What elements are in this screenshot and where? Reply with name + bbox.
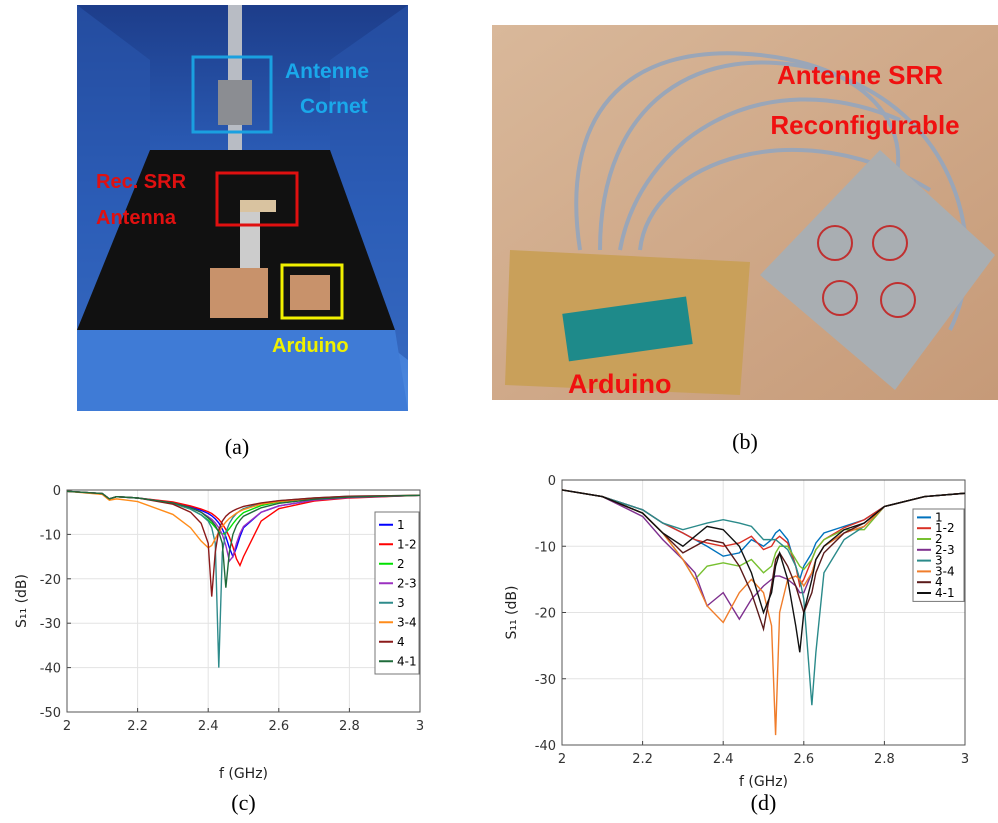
x-tick-label: 2.8 <box>874 752 895 767</box>
ring <box>817 225 853 261</box>
y-tick-label: -30 <box>40 617 61 632</box>
arduino <box>562 296 693 362</box>
photo-label: Antenne SRR <box>777 60 943 90</box>
cables <box>574 51 969 331</box>
series-line <box>561 489 966 706</box>
box-arduino <box>280 263 344 320</box>
absorbers <box>77 330 408 411</box>
series-line <box>561 489 966 632</box>
legend-label: 1 <box>935 510 943 524</box>
y-axis-label: S₁₁ (dB) <box>14 574 30 628</box>
support <box>240 212 260 282</box>
y-tick-label: -10 <box>40 528 61 543</box>
caption: (c) <box>231 790 255 815</box>
ring <box>822 280 858 316</box>
legend-label: 4 <box>935 575 943 589</box>
axes-frame <box>66 489 421 713</box>
x-tick-label: 2.2 <box>127 719 148 734</box>
legend-label: 2-3 <box>397 576 417 590</box>
photo-label: Antenne <box>285 60 369 83</box>
legend-label: 3-4 <box>935 564 955 578</box>
y-tick-label: 0 <box>548 474 556 489</box>
x-tick-label: 2.8 <box>339 719 360 734</box>
y-tick-label: -30 <box>535 673 556 688</box>
x-tick-label: 2.6 <box>793 752 814 767</box>
axes-frame <box>561 479 966 746</box>
legend-label: 1-2 <box>935 521 955 535</box>
caption: (d) <box>751 790 777 815</box>
x-tick-label: 2 <box>558 752 566 767</box>
y-tick-label: 0 <box>53 484 61 499</box>
photo-label: Rec. SRR <box>96 171 187 193</box>
y-tick-label: -40 <box>40 662 61 677</box>
photo-label: Cornet <box>300 95 368 118</box>
antenna <box>240 200 276 212</box>
box-srr <box>215 171 299 227</box>
caption: (b) <box>732 429 758 454</box>
x-tick-label: 3 <box>961 752 969 767</box>
ring <box>880 282 916 318</box>
legend-label: 3 <box>935 554 943 568</box>
board <box>210 268 268 318</box>
legend-label: 1 <box>397 518 405 532</box>
legend-label: 4-1 <box>397 654 417 668</box>
x-tick-label: 3 <box>416 719 424 734</box>
y-tick-label: -50 <box>40 706 61 721</box>
x-tick-label: 2.4 <box>198 719 219 734</box>
legend-label: 4 <box>397 635 405 649</box>
x-axis-label: f (GHz) <box>739 774 788 790</box>
horn <box>218 80 252 125</box>
y-tick-label: -20 <box>40 573 61 588</box>
x-tick-label: 2.6 <box>268 719 289 734</box>
plot-area <box>67 490 420 712</box>
plate <box>760 150 995 390</box>
y-tick-label: -40 <box>535 739 556 754</box>
legend-label: 3 <box>397 596 405 610</box>
photo-label: Arduino <box>568 369 671 399</box>
photo-b: Antenne SRR Reconfigurable Arduino <box>492 25 998 400</box>
caption: (a) <box>225 434 249 459</box>
legend-label: 3-4 <box>397 615 417 629</box>
ring <box>872 225 908 261</box>
box-horn <box>191 55 273 134</box>
x-tick-label: 2.4 <box>713 752 734 767</box>
y-axis-label: S₁₁ (dB) <box>504 586 520 640</box>
series-line <box>66 490 421 549</box>
x-tick-label: 2 <box>63 719 71 734</box>
y-tick-label: -20 <box>535 607 556 622</box>
arduino <box>290 275 330 310</box>
series-line <box>561 489 966 588</box>
x-tick-label: 2.2 <box>632 752 653 767</box>
series-line <box>561 489 966 736</box>
x-axis-label: f (GHz) <box>219 766 268 782</box>
photo-a: Antenne Cornet Rec. SRR Antenna Arduino <box>77 5 408 411</box>
y-tick-label: -10 <box>535 540 556 555</box>
series-line <box>561 489 966 653</box>
series-line <box>66 490 421 588</box>
chart: 2 2.2 2.4 2.6 2.8 3 0 -10 -20 -30 -40 -50 1 1-2 2 2-3 3 3… <box>14 484 424 815</box>
legend-label: 1-2 <box>397 537 417 551</box>
chart: 2 2.2 2.4 2.6 2.8 30-10-20-30-4011-222-333-44… <box>504 474 969 815</box>
legend-label: 4-1 <box>935 586 955 600</box>
legend-label: 2-3 <box>935 543 955 557</box>
legend-box <box>912 508 965 602</box>
photo-label: Reconfigurable <box>770 110 959 140</box>
photo-label: Antenna <box>96 207 177 229</box>
legend-label: 2 <box>397 557 405 571</box>
photo-label: Arduino <box>272 335 349 357</box>
legend-label: 2 <box>935 532 943 546</box>
legend-box <box>374 511 420 675</box>
